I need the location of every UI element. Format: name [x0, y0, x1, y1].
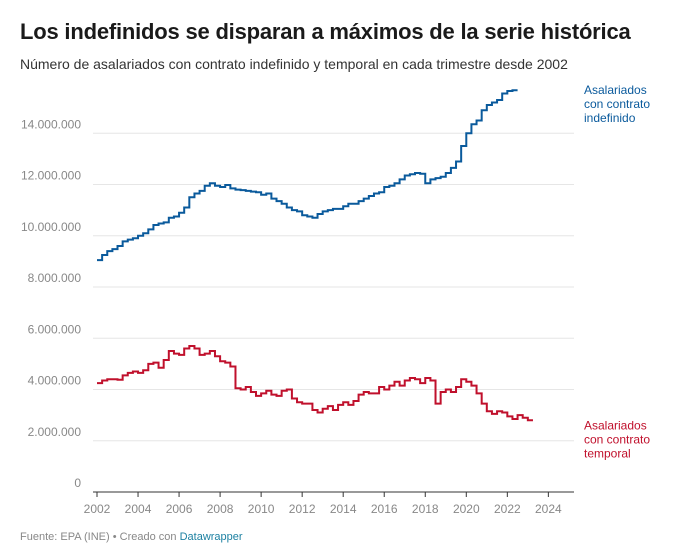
x-tick-label: 2004	[125, 502, 152, 516]
x-tick-label: 2020	[453, 502, 480, 516]
y-tick-label: 14.000.000	[21, 117, 81, 131]
footer-separator: •	[109, 531, 120, 543]
footer: Fuente: EPA (INE) • Creado con Datawrapp…	[20, 531, 243, 543]
series-label-temporal: temporal	[584, 446, 631, 460]
x-tick-label: 2006	[166, 502, 193, 516]
y-tick-label: 4.000.000	[28, 374, 82, 388]
series-line-indefinido	[97, 89, 518, 262]
series-lines	[97, 89, 533, 422]
footer-created-with: Creado con	[119, 531, 177, 543]
y-tick-label: 6.000.000	[28, 322, 82, 336]
series-label-indefinido: Asalariados	[584, 83, 647, 97]
x-tick-label: 2008	[207, 502, 234, 516]
y-tick-label: 2.000.000	[28, 425, 82, 439]
x-tick-label: 2018	[412, 502, 439, 516]
y-tick-label: 10.000.000	[21, 220, 81, 234]
x-tick-label: 2010	[248, 502, 275, 516]
series-line-temporal	[97, 344, 533, 422]
grid-lines	[93, 132, 574, 493]
x-tick-label: 2016	[371, 502, 398, 516]
y-tick-label: 12.000.000	[21, 169, 81, 183]
step-line-chart: 0 2.000.000 4.000.000 6.000.000 8.000.000 10.…	[21, 83, 650, 516]
chart-subtitle: Número de asalariados con contrato indef…	[20, 56, 568, 72]
y-tick-label: 0	[74, 476, 81, 490]
x-tick-label: 2022	[494, 502, 521, 516]
series-label-indefinido: con contrato	[584, 97, 650, 111]
series-label-indefinido: indefinido	[584, 111, 636, 125]
x-tick-label: 2002	[84, 502, 111, 516]
footer-source: Fuente: EPA (INE)	[20, 531, 110, 543]
x-tick-label: 2014	[330, 502, 357, 516]
series-label-temporal: con contrato	[584, 432, 650, 446]
y-tick-label: 8.000.000	[28, 271, 82, 285]
x-tick-label: 2024	[535, 502, 562, 516]
x-axis-tick-labels: 2002 2004 2006 2008 2010 2012 2014 2016 2018 2020…	[84, 492, 562, 516]
series-label-temporal: Asalariados	[584, 418, 647, 432]
y-axis-tick-labels: 0 2.000.000 4.000.000 6.000.000 8.000.000 10.…	[21, 117, 81, 490]
chart-title: Los indefinidos se disparan a máximos de…	[20, 19, 631, 44]
datawrapper-link[interactable]: Datawrapper	[179, 531, 243, 543]
x-tick-label: 2012	[289, 502, 316, 516]
